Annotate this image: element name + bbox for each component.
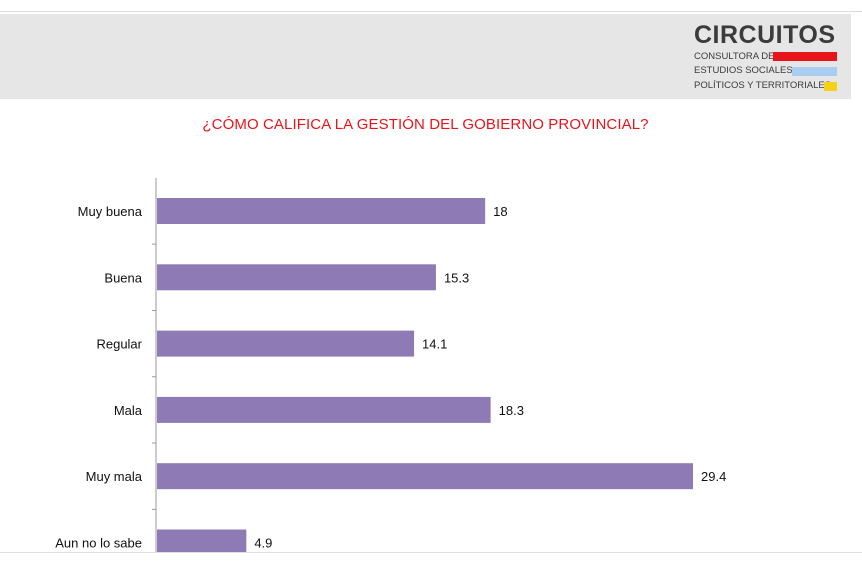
category-label-4: Muy mala	[86, 469, 143, 484]
logo-name: CIRCUITOS	[694, 21, 836, 49]
category-label-2: Regular	[96, 337, 142, 352]
value-label-0: 18	[493, 204, 507, 219]
value-label-2: 14.1	[422, 337, 447, 352]
value-label-3: 18.3	[499, 403, 524, 418]
value-label-5: 4.9	[254, 536, 272, 551]
logo-line-1: CONSULTORA DE	[694, 51, 775, 62]
bottom-divider	[0, 552, 862, 553]
logo-bar-red	[773, 52, 837, 61]
top-divider	[0, 11, 862, 12]
bar-5	[157, 529, 247, 552]
circuitos-logo: CIRCUITOS CONSULTORA DE ESTUDIOS SOCIALE…	[694, 22, 844, 94]
category-label-3: Mala	[114, 403, 143, 418]
header-band	[0, 14, 851, 99]
logo-bar-yellow	[824, 82, 837, 91]
category-label-0: Muy buena	[78, 204, 143, 219]
value-label-4: 29.4	[701, 469, 726, 484]
bar-3	[157, 396, 491, 423]
logo-line-2: ESTUDIOS SOCIALES,	[694, 65, 796, 76]
bar-chart: Muy buena 18 Buena 15.3 Regular 14.1 Mala 18.3 M…	[55, 178, 726, 552]
logo-bar-blue	[792, 67, 837, 76]
category-label-1: Buena	[104, 270, 142, 285]
value-label-1: 15.3	[444, 270, 469, 285]
logo-line-3: POLÍTICOS Y TERRITORIALES	[694, 80, 832, 91]
chart-title: ¿CÓMO CALIFICA LA GESTIÓN DEL GOBIERNO P…	[202, 116, 649, 133]
bar-1	[157, 264, 436, 291]
bar-2	[157, 330, 415, 357]
category-label-5: Aun no lo sabe	[55, 536, 142, 551]
bar-0	[157, 198, 486, 224]
bar-4	[157, 463, 693, 490]
